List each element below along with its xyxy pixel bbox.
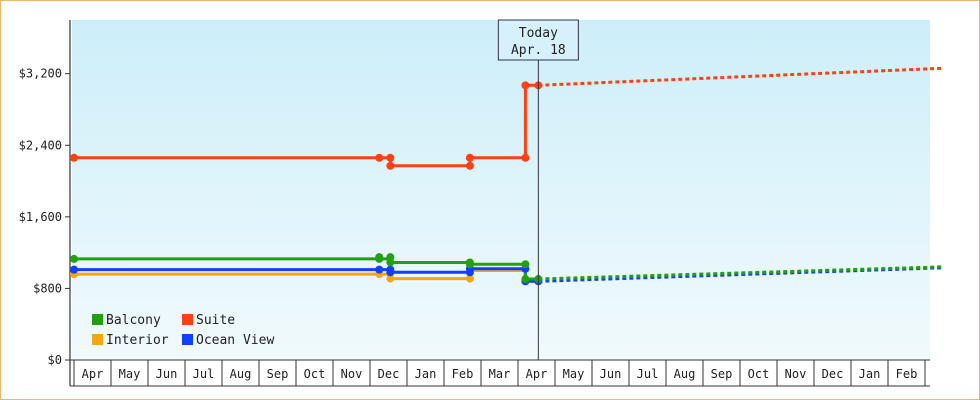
x-month-label: Jun	[600, 367, 622, 381]
legend-label-ocean-view: Ocean View	[196, 333, 274, 348]
legend-label-balcony: Balcony	[106, 313, 161, 328]
legend-swatch-ocean-view	[182, 334, 193, 345]
x-month-label: May	[563, 367, 585, 381]
x-month-label: Sep	[267, 367, 289, 381]
data-point-interior	[465, 274, 474, 283]
today-date: Apr. 18	[511, 43, 566, 58]
data-point-ocean-view	[70, 265, 78, 274]
data-point-balcony	[375, 253, 384, 262]
data-point-suite	[465, 161, 474, 170]
data-point-suite	[521, 153, 530, 162]
x-month-label: Feb	[452, 367, 474, 381]
x-month-label: Jun	[156, 367, 178, 381]
data-point-suite	[465, 153, 474, 162]
today-callout-box	[497, 19, 579, 61]
data-point-suite	[521, 81, 530, 90]
series-forecast-suite	[538, 66, 942, 87]
x-month-label: Jul	[637, 367, 659, 381]
today-title: Today	[519, 26, 558, 41]
x-month-label: Oct	[748, 367, 770, 381]
data-point-suite	[375, 153, 384, 162]
x-month-label: Aug	[230, 367, 252, 381]
y-tick-label: $800	[33, 281, 62, 295]
data-point-balcony	[521, 260, 530, 269]
x-month-label: Apr	[526, 367, 548, 381]
x-month-label: Jul	[193, 367, 215, 381]
y-tick-label: $2,400	[19, 138, 62, 152]
x-month-label: Apr	[82, 367, 104, 381]
data-point-balcony	[521, 275, 530, 284]
x-month-label: Feb	[896, 367, 918, 381]
data-point-suite	[386, 161, 395, 170]
data-point-ocean-view	[386, 268, 395, 277]
series-forecast-balcony	[538, 265, 942, 281]
legend-label-interior: Interior	[106, 333, 169, 348]
data-point-ocean-view	[375, 265, 384, 274]
data-point-balcony	[465, 260, 474, 269]
x-month-label: Mar	[489, 367, 511, 381]
y-tick-label: $3,200	[19, 67, 62, 81]
x-month-label: May	[119, 367, 141, 381]
data-point-balcony	[70, 254, 78, 263]
data-point-suite	[70, 153, 78, 162]
data-point-balcony	[386, 258, 395, 267]
x-month-label: Dec	[378, 367, 400, 381]
x-month-label: Jan	[859, 367, 881, 381]
plot-area	[72, 20, 930, 360]
x-month-label: Oct	[304, 367, 326, 381]
x-month-label: Nov	[341, 367, 363, 381]
legend-swatch-suite	[182, 314, 193, 325]
data-point-suite	[386, 153, 395, 162]
legend-swatch-balcony	[92, 314, 103, 325]
x-month-label: Nov	[785, 367, 807, 381]
x-month-label: Sep	[711, 367, 733, 381]
data-point-interior	[386, 274, 395, 283]
x-month-label: Jan	[415, 367, 437, 381]
legend-swatch-interior	[92, 334, 103, 345]
y-tick-label: $0	[48, 353, 62, 367]
y-tick-label: $1,600	[19, 210, 62, 224]
legend-label-suite: Suite	[196, 313, 235, 328]
x-month-label: Aug	[674, 367, 696, 381]
x-month-label: Dec	[822, 367, 844, 381]
